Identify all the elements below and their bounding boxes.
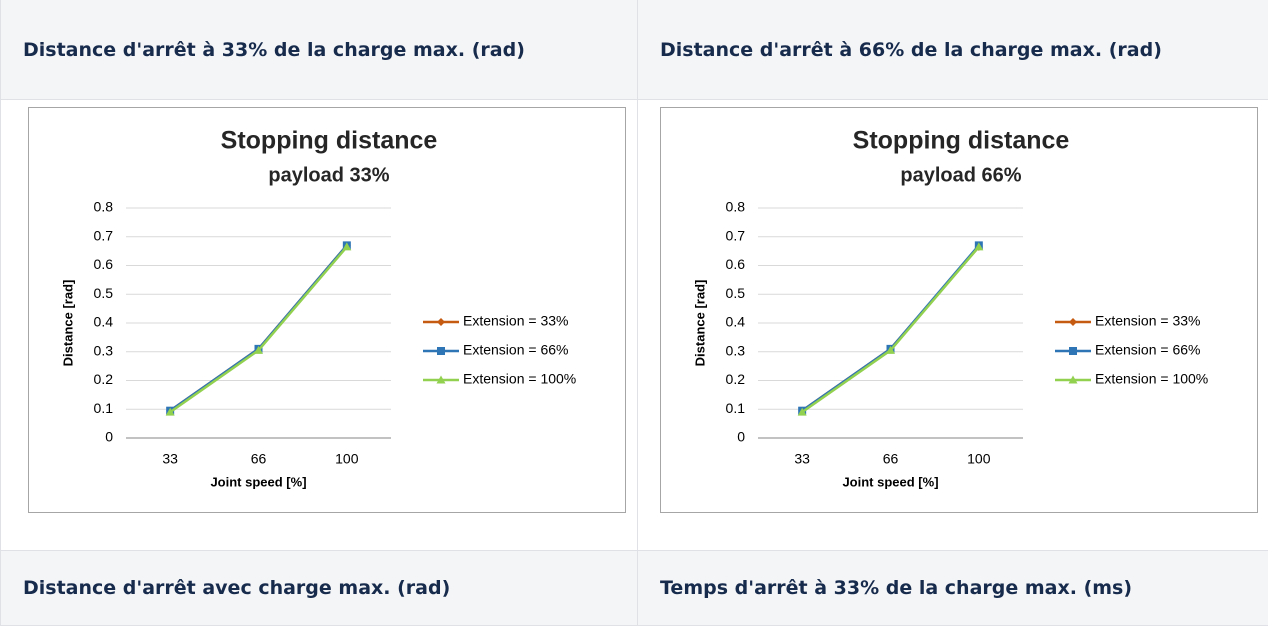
header-cell: Distance d'arrêt avec charge max. (rad) — [0, 550, 638, 626]
header-cell: Temps d'arrêt à 33% de la charge max. (m… — [637, 550, 1268, 626]
header-cell: Distance d'arrêt à 66% de la charge max.… — [637, 0, 1268, 100]
chart: Stopping distance payload 33% 0 0.1 0.2 0.3 0.… — [28, 107, 626, 513]
y-tick-label: 0.8 — [94, 199, 114, 215]
x-tick-label: 33 — [794, 451, 810, 467]
marker — [974, 242, 984, 251]
y-axis-label: Distance [rad] — [692, 280, 707, 367]
legend-label: Extension = 66% — [463, 342, 568, 358]
x-tick-label: 33 — [162, 451, 178, 467]
line — [801, 245, 980, 412]
marker — [797, 407, 807, 416]
line — [169, 244, 348, 412]
x-tick-label: 100 — [335, 451, 359, 467]
chart: Stopping distance payload 66% 0 0.1 0.2 0.3 0.… — [660, 107, 1258, 513]
y-tick-label: 0.6 — [726, 256, 746, 272]
y-tick-label: 0.8 — [726, 199, 746, 215]
x-axis-label: Joint speed [%] — [842, 474, 938, 489]
y-tick-label: 0.3 — [726, 342, 746, 358]
marker — [436, 375, 446, 384]
y-tick-label: 0.4 — [94, 314, 114, 330]
y-tick-label: 0.7 — [726, 227, 746, 243]
y-tick-label: 0.7 — [94, 227, 114, 243]
marker — [1069, 318, 1077, 326]
marker — [886, 345, 895, 354]
chart-subtitle: payload 66% — [900, 164, 1021, 186]
legend-label: Extension = 100% — [1095, 371, 1208, 387]
line — [169, 246, 348, 414]
y-tick-label: 0.5 — [94, 285, 114, 301]
chart-title: Stopping distance — [221, 127, 438, 155]
line — [801, 244, 980, 412]
y-tick-label: 0.3 — [94, 342, 114, 358]
y-tick-label: 0.4 — [726, 314, 746, 330]
marker — [437, 347, 445, 355]
marker — [1068, 375, 1078, 384]
x-tick-label: 66 — [251, 451, 267, 467]
line — [801, 246, 980, 414]
marker — [165, 407, 175, 416]
y-axis-label: Distance [rad] — [60, 280, 75, 367]
legend-label: Extension = 66% — [1095, 342, 1200, 358]
y-tick-label: 0.6 — [94, 256, 114, 272]
y-tick-label: 0 — [737, 429, 745, 445]
x-tick-label: 66 — [883, 451, 899, 467]
header-cell: Distance d'arrêt à 33% de la charge max.… — [0, 0, 638, 100]
line — [169, 244, 348, 412]
y-tick-label: 0.2 — [94, 371, 114, 387]
x-tick-label: 100 — [967, 451, 991, 467]
marker — [437, 318, 445, 326]
chart-subtitle: payload 33% — [268, 164, 389, 186]
y-tick-label: 0.1 — [726, 400, 746, 416]
y-tick-label: 0.2 — [726, 371, 746, 387]
y-tick-label: 0 — [105, 429, 113, 445]
legend-label: Extension = 33% — [1095, 313, 1200, 329]
marker — [1069, 347, 1077, 355]
marker — [254, 345, 263, 354]
x-axis-label: Joint speed [%] — [210, 474, 306, 489]
marker — [342, 242, 352, 251]
chart-title: Stopping distance — [853, 127, 1070, 155]
y-tick-label: 0.1 — [94, 400, 114, 416]
legend-label: Extension = 100% — [463, 371, 576, 387]
y-tick-label: 0.5 — [726, 285, 746, 301]
legend-label: Extension = 33% — [463, 313, 568, 329]
